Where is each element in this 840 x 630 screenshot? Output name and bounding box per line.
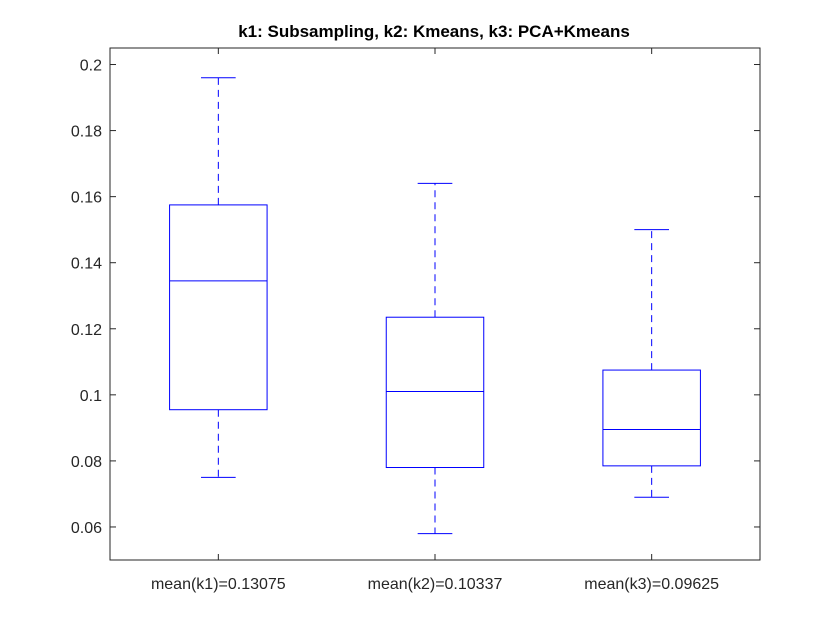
- interquartile-box: [169, 204, 268, 411]
- y-axis: 0.06 0.08 0.1 0.12 0.14 0.16 0.18 0.2: [71, 58, 760, 537]
- y-tick-label: 0.12: [71, 322, 102, 339]
- x-category-label: mean(k2)=0.10337: [368, 576, 503, 593]
- interquartile-box: [385, 316, 485, 469]
- y-tick-label: 0.08: [71, 454, 102, 471]
- x-axis: mean(k1)=0.13075 mean(k2)=0.10337 mean(k3)…: [151, 48, 719, 593]
- boxes-group: [169, 77, 701, 535]
- x-category-label: mean(k1)=0.13075: [151, 576, 286, 593]
- y-tick-label: 0.06: [71, 520, 102, 537]
- box-1: [169, 77, 268, 478]
- box-2: [385, 182, 485, 535]
- chart-title: k1: Subsampling, k2: Kmeans, k3: PCA+Kme…: [238, 22, 630, 41]
- y-tick-label: 0.16: [71, 190, 102, 207]
- y-tick-label: 0.14: [71, 256, 102, 273]
- y-tick-label: 0.2: [80, 58, 102, 75]
- y-tick-label: 0.18: [71, 124, 102, 141]
- box-3: [602, 229, 701, 498]
- interquartile-box: [602, 369, 701, 467]
- y-tick-label: 0.1: [80, 388, 102, 405]
- x-category-label: mean(k3)=0.09625: [584, 576, 719, 593]
